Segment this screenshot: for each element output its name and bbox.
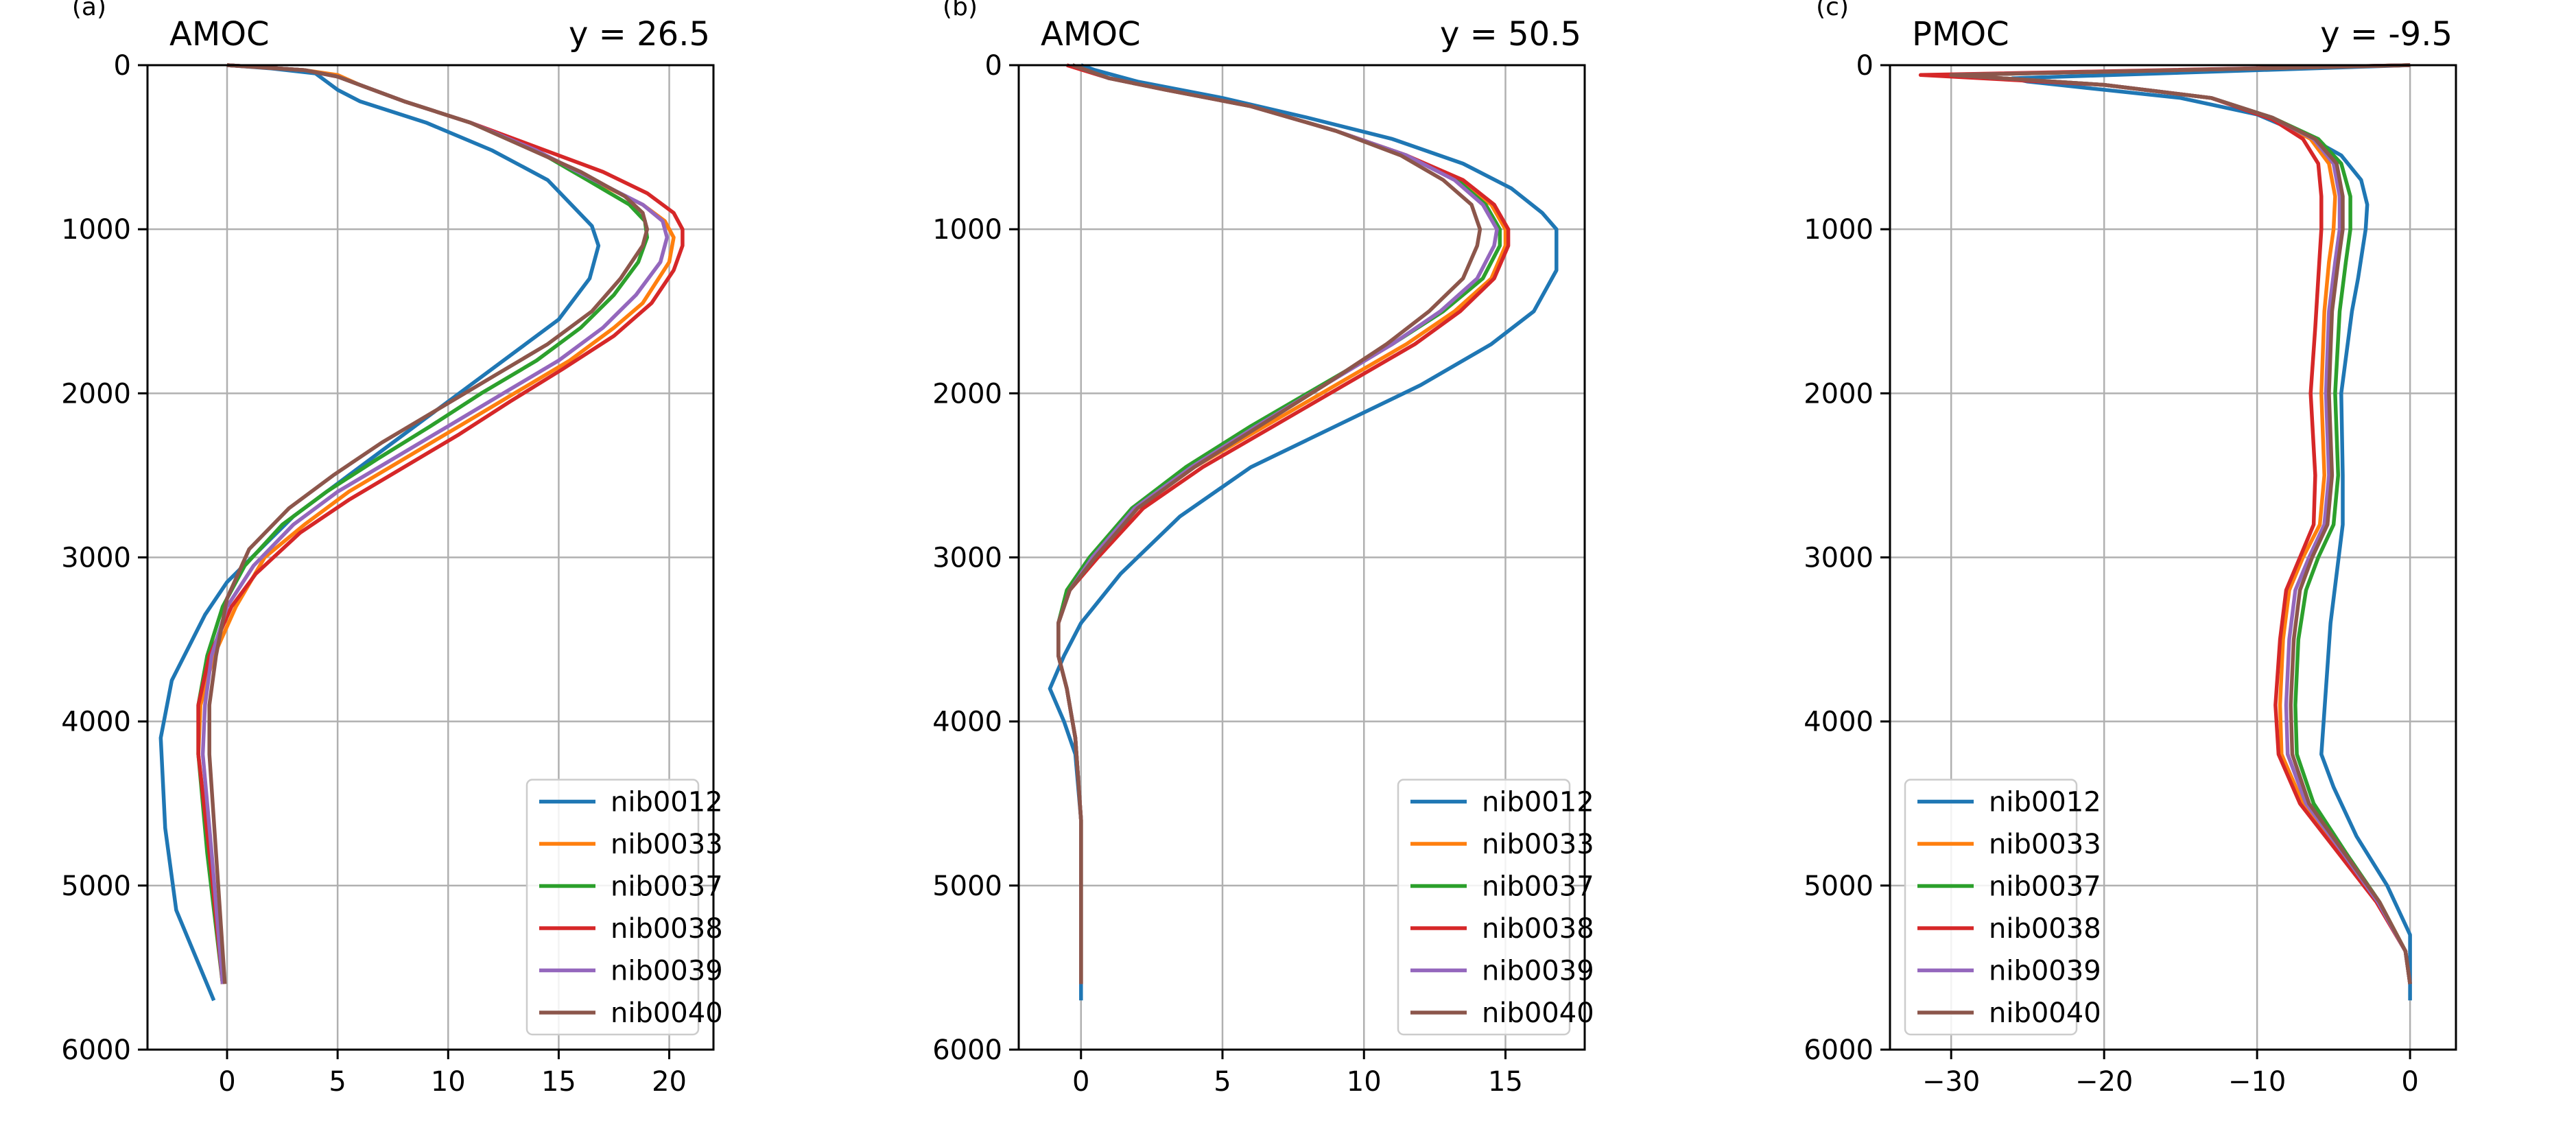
y-tick-label: 3000 <box>932 543 1002 574</box>
y-tick-label: 1000 <box>1804 214 1874 246</box>
legend-label-nib0033: nib0033 <box>611 829 723 860</box>
series-line-nib0040 <box>1949 63 2412 984</box>
x-tick-label: 0 <box>218 1066 235 1098</box>
x-axis: 0 5 10 15 <box>1072 1050 1523 1098</box>
panel-label: (b) <box>943 0 978 21</box>
series-lines <box>1048 63 1559 1001</box>
chart-title-left: AMOC <box>1041 15 1141 54</box>
x-tick-label: 5 <box>329 1066 346 1098</box>
legend-label-nib0040: nib0040 <box>1482 997 1594 1029</box>
legend-label-nib0039: nib0039 <box>1989 956 2101 987</box>
y-tick-label: 6000 <box>1804 1035 1874 1066</box>
series-lines <box>158 63 685 1002</box>
legend-label-nib0038: nib0038 <box>1482 913 1594 945</box>
legend-label-nib0040: nib0040 <box>611 997 723 1029</box>
y-tick-label: 6000 <box>61 1035 131 1066</box>
y-tick-label: 4000 <box>1804 707 1874 738</box>
legend-label-nib0037: nib0037 <box>1482 871 1594 903</box>
x-tick-label: 5 <box>1214 1066 1231 1098</box>
y-tick-label: 4000 <box>61 707 131 738</box>
series-line-nib0040 <box>207 63 650 984</box>
panel-label: (a) <box>72 0 106 21</box>
x-tick-label: 15 <box>1488 1066 1523 1098</box>
y-tick-label: 0 <box>985 50 1002 82</box>
series-lines <box>1918 63 2412 1001</box>
legend-label-nib0033: nib0033 <box>1482 829 1594 860</box>
x-tick-label: −10 <box>2228 1066 2286 1098</box>
y-tick-label: 5000 <box>932 871 1002 902</box>
legend: nib0012 nib0033 nib0037 nib0038 nib0039 nib00… <box>1397 779 1594 1036</box>
y-tick-label: 6000 <box>932 1035 1002 1066</box>
x-tick-label: −20 <box>2075 1066 2133 1098</box>
legend-label-nib0012: nib0012 <box>611 787 723 818</box>
legend-label-nib0033: nib0033 <box>1989 829 2101 860</box>
legend-label-nib0038: nib0038 <box>1989 913 2101 945</box>
legend-label-nib0038: nib0038 <box>611 913 723 945</box>
legend: nib0012 nib0033 nib0037 nib0038 nib0039 nib00… <box>1904 779 2101 1036</box>
y-tick-label: 3000 <box>1804 543 1874 574</box>
legend-label-nib0037: nib0037 <box>611 871 723 903</box>
chart-title-right: y = 26.5 <box>569 15 710 54</box>
x-tick-label: 10 <box>431 1066 466 1098</box>
x-tick-label: 15 <box>541 1066 576 1098</box>
y-tick-label: 1000 <box>61 214 131 246</box>
series-line-nib0012 <box>158 63 601 1002</box>
series-line-nib0040 <box>1056 63 1482 984</box>
legend-label-nib0037: nib0037 <box>1989 871 2101 903</box>
x-tick-label: 20 <box>652 1066 687 1098</box>
y-tick-label: 2000 <box>61 378 131 410</box>
y-tick-label: 1000 <box>932 214 1002 246</box>
y-tick-label: 0 <box>1856 50 1874 82</box>
series-line-nib0012 <box>2010 63 2412 1001</box>
series-line-nib0012 <box>1048 63 1559 1001</box>
y-axis: 0 1000 2000 3000 4000 5000 6000 <box>61 50 147 1066</box>
panels: 0 5 10 15 200100020003000400050006000(a)AMOC… <box>61 0 2457 1098</box>
y-axis: 0 1000 2000 3000 4000 5000 6000 <box>932 50 1019 1066</box>
x-tick-label: 0 <box>1072 1066 1089 1098</box>
legend-label-nib0040: nib0040 <box>1989 997 2101 1029</box>
legend-label-nib0012: nib0012 <box>1482 787 1594 818</box>
legend: nib0012 nib0033 nib0037 nib0038 nib0039 nib00… <box>525 779 723 1036</box>
y-tick-label: 4000 <box>932 707 1002 738</box>
panel-b: 0 5 10 15 0 1000 2000 3000 4000 5000 6000 (b) AMOC y … <box>932 0 1594 1098</box>
legend-label-nib0039: nib0039 <box>611 956 723 987</box>
x-axis: 0 5 10 15 20 <box>218 1050 687 1098</box>
chart-title-right: y = 50.5 <box>1440 15 1581 54</box>
chart-title-left: AMOC <box>169 15 270 54</box>
legend-label-nib0012: nib0012 <box>1989 787 2101 818</box>
y-tick-label: 2000 <box>1804 378 1874 410</box>
chart-title-right: y = -9.5 <box>2320 15 2453 54</box>
panel-label: (c) <box>1816 0 1849 21</box>
x-tick-label: 0 <box>2401 1066 2418 1098</box>
x-tick-label: 10 <box>1347 1066 1382 1098</box>
y-axis: 0 1000 2000 3000 4000 5000 6000 <box>1804 50 1890 1066</box>
panel-a: 0 5 10 15 20 0 1000 2000 3000 4000 5000 6000 (a) AMOC… <box>61 0 722 1098</box>
chart-title-left: PMOC <box>1912 15 2009 54</box>
y-tick-label: 0 <box>114 50 131 82</box>
y-tick-label: 5000 <box>1804 871 1874 902</box>
panel-c: −30 −20 −10 0 0 1000 2000 3000 4000 5000 6000 (c) PM… <box>1804 0 2457 1098</box>
y-tick-label: 5000 <box>61 871 131 902</box>
legend-label-nib0039: nib0039 <box>1482 956 1594 987</box>
y-tick-label: 3000 <box>61 543 131 574</box>
x-tick-label: −30 <box>1922 1066 1980 1098</box>
x-axis: −30 −20 −10 0 <box>1922 1050 2419 1098</box>
y-tick-label: 2000 <box>932 378 1002 410</box>
